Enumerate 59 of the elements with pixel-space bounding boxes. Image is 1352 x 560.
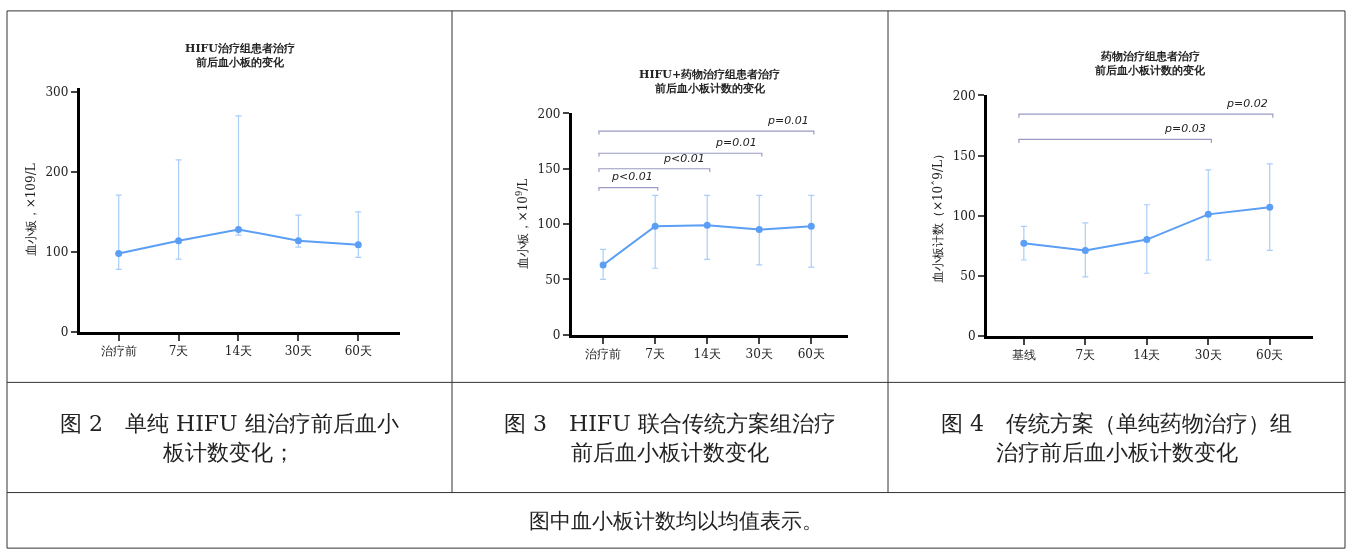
- x-tick-label: 治疗前: [100, 344, 137, 359]
- x-tick-label: 治疗前: [585, 347, 622, 361]
- chart-title: 药物治疗组患者治疗前后血小板计数的变化: [1094, 50, 1206, 78]
- y-tick-label: 0: [967, 328, 976, 343]
- point: [1204, 210, 1212, 218]
- x-tick-label: 60天: [797, 347, 825, 361]
- point: [1081, 246, 1089, 254]
- y-axis-title: 血小板计数（×10ˆ9/L）: [930, 148, 945, 284]
- y-tick-label: 200: [45, 165, 69, 180]
- x-tick-label: 7天: [1075, 348, 1096, 363]
- x-tick-label: 60天: [1256, 348, 1284, 363]
- y-tick-label: 0: [60, 325, 69, 340]
- x-tick-label: 14天: [224, 344, 253, 359]
- point: [175, 237, 183, 245]
- point: [1020, 239, 1028, 247]
- point: [294, 237, 302, 245]
- y-tick-label: 100: [45, 245, 69, 260]
- chart-title: HIFU+药物治疗组患者治疗前后血小板计数的变化: [639, 68, 781, 96]
- y-axis-title: 血小板，×109/L: [23, 163, 38, 257]
- annotation: p=0.01: [715, 136, 757, 149]
- y-tick-label: 200: [952, 88, 976, 103]
- y-tick-label: 150: [952, 148, 976, 163]
- x-tick-label: 60天: [344, 344, 372, 359]
- y-tick-label: 0: [552, 327, 561, 342]
- point: [755, 226, 763, 234]
- point: [1143, 236, 1151, 244]
- point: [234, 225, 242, 233]
- x-tick-label: 7天: [645, 347, 665, 361]
- y-tick-label: 50: [545, 272, 561, 287]
- caption: 图 3 HIFU 联合传统方案组治疗前后血小板计数变化: [504, 411, 836, 465]
- point: [354, 241, 362, 249]
- annotation: p=0.02: [1226, 97, 1268, 110]
- point: [1266, 203, 1274, 211]
- x-tick-label: 30天: [284, 344, 313, 359]
- point: [115, 249, 123, 257]
- annotation: p=0.03: [1164, 122, 1206, 135]
- y-tick-label: 100: [537, 217, 561, 232]
- x-tick-label: 基线: [1011, 348, 1036, 363]
- x-tick-label: 30天: [1194, 348, 1222, 363]
- annotation: p<0.01: [611, 170, 653, 183]
- point: [703, 221, 711, 229]
- chart-title: HIFU治疗组患者治疗前后血小板的变化: [185, 42, 295, 70]
- x-tick-label: 30天: [745, 347, 773, 361]
- y-tick-label: 200: [537, 106, 561, 121]
- x-tick-label: 14天: [1133, 348, 1161, 363]
- annotation: p<0.01: [663, 152, 705, 165]
- caption: 图 4 传统方案（单纯药物治疗）组治疗前后血小板计数变化: [941, 411, 1292, 465]
- point: [651, 222, 659, 230]
- caption: 图 2 单纯 HIFU 组治疗前后血小板计数变化；: [60, 411, 399, 465]
- x-tick-label: 7天: [168, 344, 189, 359]
- y-tick-label: 100: [952, 208, 976, 223]
- y-tick-label: 300: [45, 85, 69, 100]
- point: [599, 261, 607, 269]
- text: 图中血小板计数均以均值表示。: [529, 509, 823, 533]
- point: [807, 222, 815, 230]
- annotation: p=0.01: [767, 114, 809, 127]
- y-tick-label: 50: [960, 268, 976, 283]
- x-tick-label: 14天: [693, 347, 721, 361]
- y-tick-label: 150: [537, 161, 561, 176]
